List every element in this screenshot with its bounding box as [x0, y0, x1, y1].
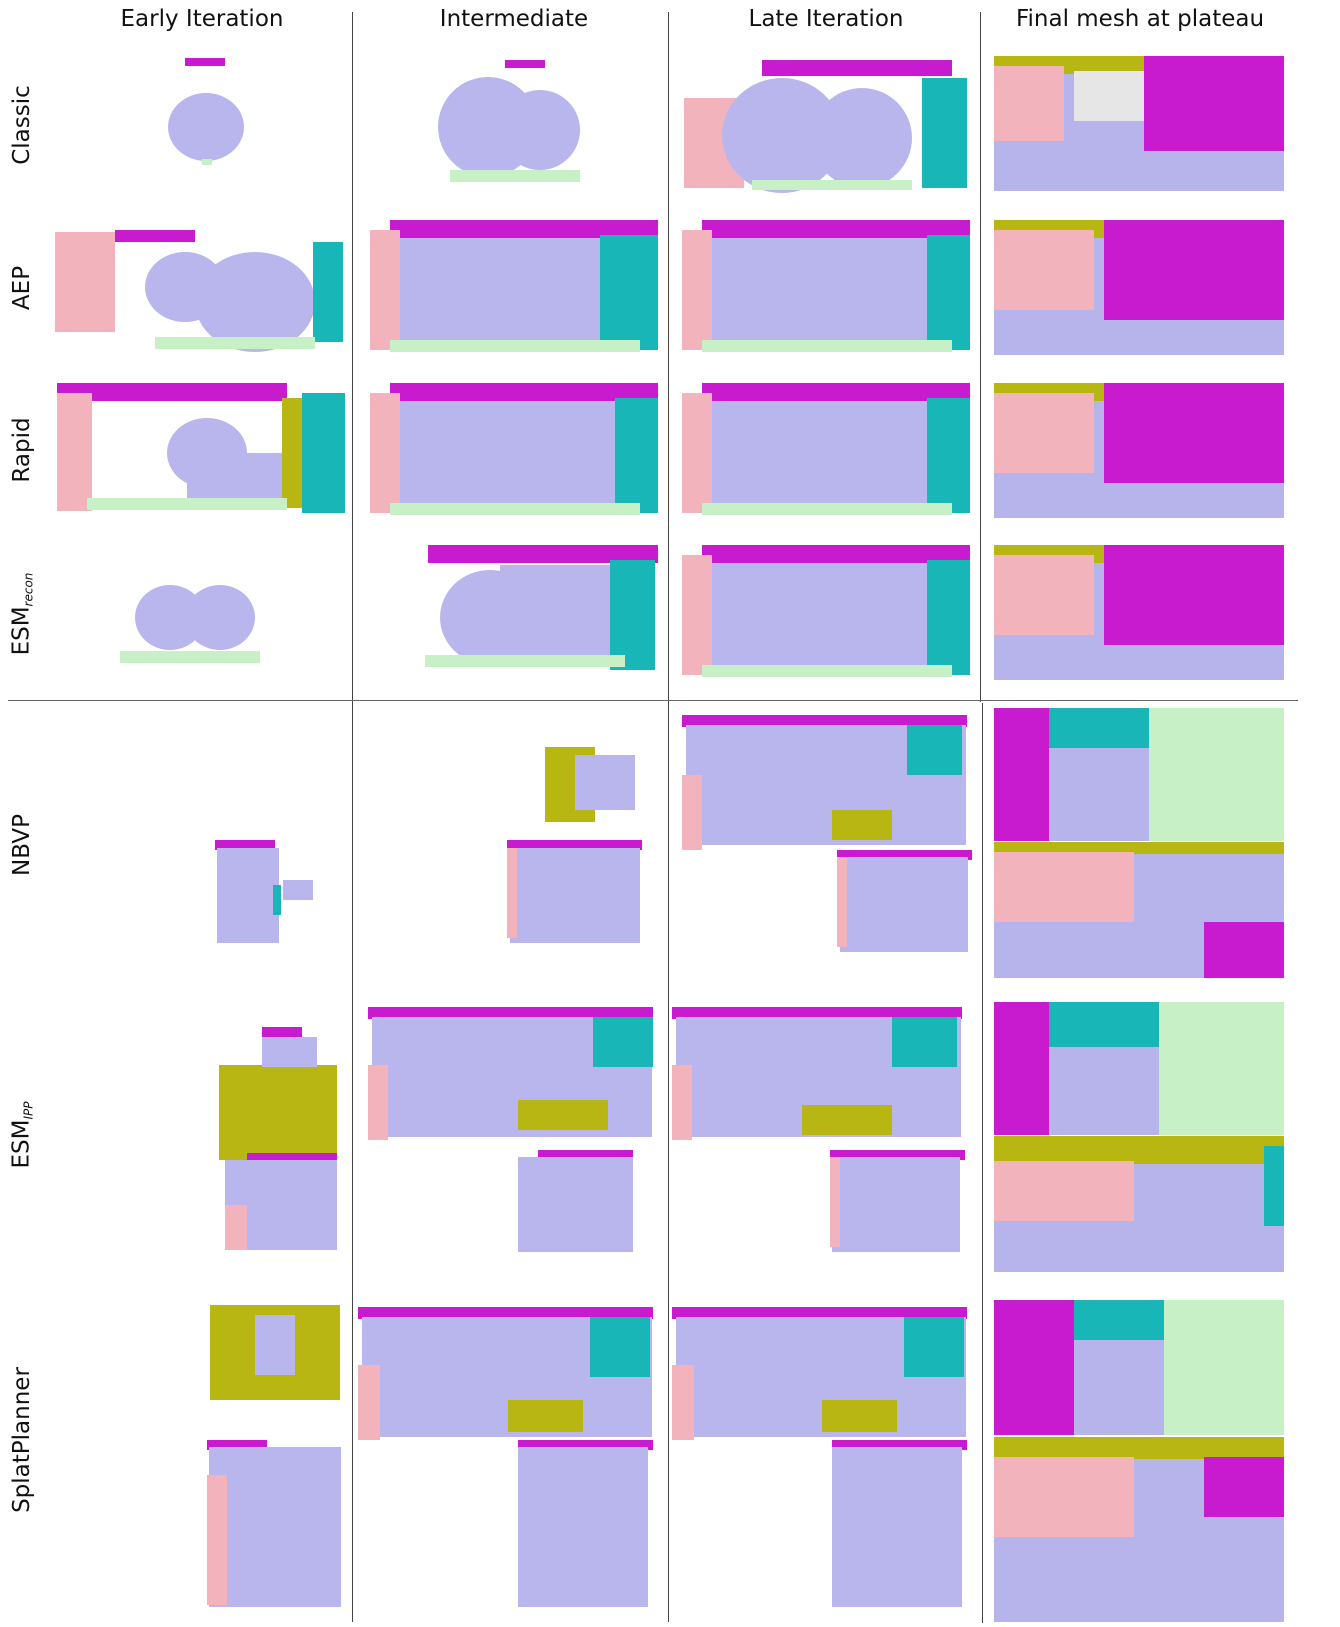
render-aep-final [994, 220, 1284, 355]
panel-classic-early [150, 55, 260, 170]
render-nbvp-final-top [994, 708, 1284, 841]
row-label-splatplanner: SplatPlanner [9, 1367, 35, 1513]
panel-esm-ipp-late [672, 1005, 967, 1255]
column-header-final: Final mesh at plateau [1015, 6, 1265, 32]
divider-vertical-3 [980, 12, 981, 702]
panel-aep-early [55, 222, 350, 357]
divider-vertical-4 [982, 703, 983, 1623]
panel-classic-late [682, 58, 972, 193]
panel-nbvp-intermediate [505, 745, 645, 950]
panel-esm-ipp-intermediate [368, 1005, 660, 1255]
panel-rapid-late [682, 383, 972, 518]
section-divider [8, 700, 1298, 701]
row-label-aep: AEP [9, 265, 35, 311]
panel-esm-recon-late [682, 545, 972, 680]
column-header-early: Early Iteration [120, 6, 284, 32]
panel-rapid-intermediate [370, 383, 660, 518]
render-esm-ipp-final-top [994, 1002, 1284, 1135]
panel-rapid-early [57, 383, 347, 518]
divider-vertical-1 [352, 12, 353, 1622]
column-header-late: Late Iteration [748, 6, 904, 32]
divider-vertical-2 [668, 12, 669, 1622]
render-esm-ipp-final-bottom [994, 1136, 1284, 1272]
row-label-esm-recon: ESMrecon [8, 572, 36, 656]
row-label-classic: Classic [9, 85, 35, 165]
panel-aep-intermediate [370, 220, 660, 355]
column-header-intermediate: Intermediate [439, 6, 589, 32]
panel-nbvp-late [682, 715, 972, 955]
render-splatplanner-final-bottom [994, 1437, 1284, 1622]
panel-aep-late [682, 220, 972, 355]
row-label-rapid: Rapid [9, 417, 35, 483]
panel-esm-recon-intermediate [420, 545, 660, 675]
panel-nbvp-early [213, 840, 318, 950]
render-esm-recon-final [994, 545, 1284, 680]
panel-classic-intermediate [420, 55, 600, 195]
render-rapid-final [994, 383, 1284, 518]
panel-splatplanner-early [205, 1305, 345, 1615]
panel-esm-recon-early [115, 575, 265, 670]
panel-esm-ipp-early [217, 1025, 342, 1255]
panel-splatplanner-late [672, 1305, 972, 1615]
row-label-esm-ipp: ESMIPP [8, 1101, 36, 1169]
row-label-nbvp: NBVP [9, 814, 35, 876]
render-nbvp-final-bottom [994, 842, 1284, 978]
panel-splatplanner-intermediate [358, 1305, 658, 1615]
render-classic-final [994, 56, 1284, 191]
render-splatplanner-final-top [994, 1300, 1284, 1435]
